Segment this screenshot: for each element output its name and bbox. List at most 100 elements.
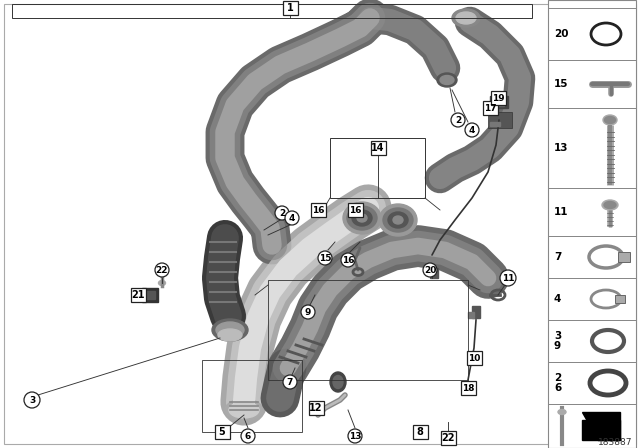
Circle shape: [500, 270, 516, 286]
Text: 22: 22: [156, 266, 168, 275]
Ellipse shape: [604, 202, 616, 208]
Bar: [468, 312, 474, 318]
Bar: [202, 360, 302, 432]
Text: 21: 21: [131, 290, 145, 300]
Ellipse shape: [343, 202, 381, 234]
Circle shape: [348, 429, 362, 443]
Text: 15: 15: [554, 79, 568, 89]
Bar: [548, 60, 636, 108]
Ellipse shape: [388, 212, 408, 228]
FancyBboxPatch shape: [131, 288, 145, 302]
Text: 3
9: 3 9: [554, 331, 561, 351]
Text: 20: 20: [424, 266, 436, 275]
Circle shape: [301, 305, 315, 319]
Text: 7: 7: [554, 252, 561, 262]
Text: 2: 2: [455, 116, 461, 125]
Circle shape: [465, 123, 479, 137]
Ellipse shape: [558, 409, 566, 414]
Circle shape: [318, 251, 332, 265]
Circle shape: [275, 206, 289, 220]
Ellipse shape: [218, 329, 242, 341]
Bar: [548, 404, 636, 448]
Bar: [145, 291, 155, 299]
Bar: [488, 112, 512, 128]
FancyBboxPatch shape: [467, 351, 481, 365]
Ellipse shape: [212, 319, 248, 341]
Text: 16: 16: [349, 206, 361, 215]
Text: 11: 11: [554, 207, 568, 217]
Text: 7: 7: [287, 378, 293, 387]
Bar: [490, 96, 508, 108]
Text: 13: 13: [349, 431, 361, 440]
Ellipse shape: [330, 372, 346, 392]
Ellipse shape: [357, 214, 367, 222]
Bar: [548, 108, 636, 188]
Text: 12: 12: [309, 403, 323, 413]
Ellipse shape: [602, 200, 618, 210]
Text: 183887: 183887: [598, 438, 632, 447]
Text: 4: 4: [289, 214, 295, 223]
Ellipse shape: [603, 115, 617, 125]
Bar: [548, 0, 636, 448]
Ellipse shape: [456, 12, 476, 24]
Ellipse shape: [437, 73, 457, 87]
Bar: [472, 306, 480, 318]
Ellipse shape: [452, 9, 480, 27]
FancyBboxPatch shape: [371, 141, 385, 155]
FancyBboxPatch shape: [490, 91, 506, 105]
Ellipse shape: [379, 204, 417, 236]
Text: 19: 19: [492, 94, 504, 103]
Circle shape: [155, 263, 169, 277]
Bar: [142, 288, 158, 302]
FancyBboxPatch shape: [348, 203, 362, 217]
Text: 8: 8: [417, 427, 424, 437]
Circle shape: [283, 375, 297, 389]
Bar: [490, 122, 500, 126]
FancyBboxPatch shape: [282, 1, 298, 15]
FancyBboxPatch shape: [308, 401, 323, 415]
Ellipse shape: [225, 399, 263, 421]
FancyBboxPatch shape: [483, 101, 497, 115]
Text: 5: 5: [219, 427, 225, 437]
Text: 1: 1: [287, 3, 293, 13]
Bar: [494, 102, 504, 106]
Text: 4: 4: [469, 125, 475, 134]
FancyBboxPatch shape: [461, 381, 476, 395]
FancyBboxPatch shape: [310, 203, 326, 217]
Text: 16: 16: [342, 255, 355, 264]
Bar: [582, 420, 620, 440]
Ellipse shape: [229, 402, 259, 418]
Bar: [548, 8, 636, 60]
Text: 3: 3: [29, 396, 35, 405]
FancyBboxPatch shape: [413, 425, 428, 439]
Ellipse shape: [440, 76, 454, 85]
Ellipse shape: [333, 375, 343, 388]
Ellipse shape: [383, 208, 413, 232]
Text: 13: 13: [554, 143, 568, 153]
Ellipse shape: [216, 322, 244, 338]
Circle shape: [241, 429, 255, 443]
Bar: [548, 188, 636, 236]
Text: 22: 22: [441, 433, 455, 443]
Text: 11: 11: [502, 273, 515, 283]
Bar: [615, 295, 625, 303]
Text: 15: 15: [319, 254, 332, 263]
Text: 18: 18: [461, 383, 474, 392]
Text: 6: 6: [245, 431, 251, 440]
Ellipse shape: [393, 216, 403, 224]
Bar: [12, 4, 532, 18]
Circle shape: [341, 253, 355, 267]
Ellipse shape: [159, 280, 166, 285]
Bar: [268, 280, 468, 380]
Text: 4: 4: [554, 294, 561, 304]
Polygon shape: [582, 412, 620, 440]
Circle shape: [423, 263, 437, 277]
Bar: [430, 268, 438, 278]
Ellipse shape: [352, 210, 372, 226]
Text: 20: 20: [554, 29, 568, 39]
Bar: [548, 278, 636, 320]
Ellipse shape: [605, 116, 616, 124]
Bar: [618, 252, 630, 262]
Bar: [548, 236, 636, 278]
Text: 17: 17: [484, 103, 496, 112]
